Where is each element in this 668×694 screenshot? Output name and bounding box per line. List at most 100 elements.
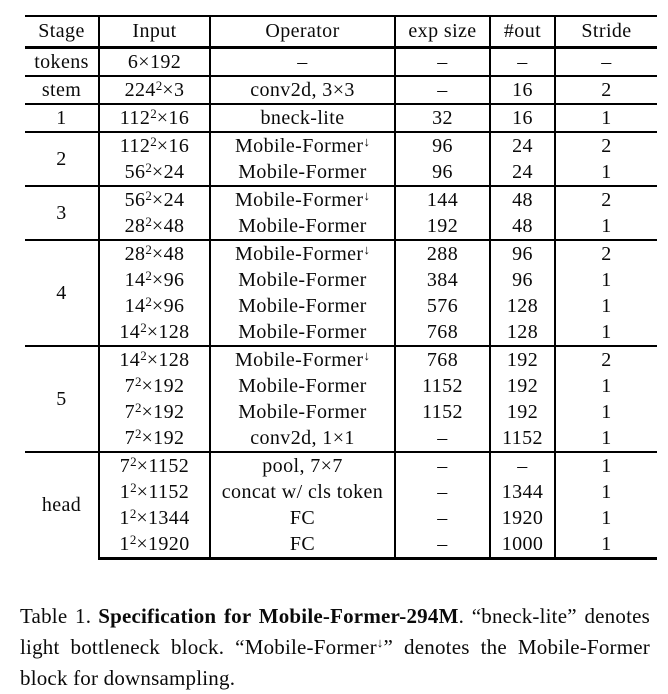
caption-label: Table 1. (20, 604, 92, 628)
stride-cell: – (554, 46, 657, 76)
stride-cell: 1 (554, 293, 657, 319)
out-cell: – (489, 451, 555, 479)
operator-text: FC (289, 506, 316, 529)
stride-cell: 2 (554, 75, 657, 104)
header-exp-size: exp size (394, 15, 490, 49)
stride-cell: 1 (554, 425, 657, 452)
table-row: 142×128 Mobile-Former 768 128 1 (25, 319, 657, 346)
input-cell: 142×96 (98, 267, 210, 293)
exp-size-cell: 144 (394, 185, 490, 213)
table-row: 2 1122×16 Mobile-Former↓ 96 24 2 (25, 131, 657, 186)
input-rest: ×48 (151, 214, 185, 237)
input-rest: ×24 (151, 160, 185, 183)
table-row: 72×192 conv2d, 1×1 – 1152 1 (25, 425, 657, 452)
input-base: 14 (124, 294, 146, 317)
exp-size-cell: 32 (394, 103, 490, 132)
operator-cell: pool, 7×7 (209, 451, 395, 479)
operator-cell: concat w/ cls token (209, 479, 395, 505)
table-row: 4 282×48 Mobile-Former↓ 288 96 2 (25, 239, 657, 346)
exp-size-cell: – (394, 505, 490, 531)
out-cell: 96 (489, 267, 555, 293)
table-row: 1 1122×16 bneck-lite 32 16 1 (25, 103, 657, 132)
stage-cell: 5 (25, 345, 99, 452)
out-cell: 128 (489, 319, 555, 346)
stride-cell: 1 (554, 319, 657, 346)
table-row: 142×96 Mobile-Former 384 96 1 (25, 267, 657, 293)
table-row: head 72×1152 pool, 7×7 – – 1 (25, 451, 657, 559)
input-base: 112 (119, 106, 151, 129)
input-cell: 1122×16 (98, 131, 210, 159)
input-superscript: 2 (135, 399, 142, 415)
caption-text-mid: . “bneck-lite” denotes light bottleneck … (20, 604, 650, 659)
operator-downarrow-icon: ↓ (363, 187, 371, 203)
operator-cell: Mobile-Former↓ (209, 239, 395, 267)
input-rest: ×96 (151, 294, 185, 317)
out-cell: 24 (489, 131, 555, 159)
operator-cell: Mobile-Former (209, 159, 395, 186)
input-cell: 562×24 (98, 159, 210, 186)
exp-size-cell: – (394, 479, 490, 505)
operator-cell: FC (209, 505, 395, 531)
out-cell: 1000 (489, 531, 555, 560)
input-superscript: 2 (145, 293, 152, 309)
operator-cell: Mobile-Former↓ (209, 185, 395, 213)
operator-cell: Mobile-Former (209, 213, 395, 240)
exp-size-cell: 768 (394, 319, 490, 346)
operator-cell: Mobile-Former (209, 373, 395, 399)
input-cell: 142×96 (98, 293, 210, 319)
out-cell: 48 (489, 213, 555, 240)
exp-size-cell: 768 (394, 345, 490, 373)
out-cell: 128 (489, 293, 555, 319)
input-cell: 6×192 (98, 46, 210, 76)
exp-size-cell: – (394, 451, 490, 479)
input-base: 28 (124, 242, 146, 265)
input-base: 224 (124, 78, 156, 101)
input-rest: ×16 (156, 134, 190, 157)
input-base: 7 (124, 374, 135, 397)
out-cell: 1344 (489, 479, 555, 505)
table-row: tokens 6×192 – – – – (25, 46, 657, 76)
stage-cell: 4 (25, 239, 99, 346)
stride-cell: 1 (554, 505, 657, 531)
table-row: 72×192 Mobile-Former 1152 192 1 (25, 399, 657, 425)
input-superscript: 2 (145, 187, 152, 203)
operator-cell: Mobile-Former (209, 399, 395, 425)
input-rest: ×3 (162, 78, 185, 101)
stride-cell: 2 (554, 185, 657, 213)
input-base: 28 (124, 214, 146, 237)
stride-cell: 2 (554, 345, 657, 373)
out-cell: 16 (489, 103, 555, 132)
operator-cell: bneck-lite (209, 103, 395, 132)
out-cell: 24 (489, 159, 555, 186)
stride-cell: 1 (554, 531, 657, 560)
stride-cell: 1 (554, 373, 657, 399)
input-base: 14 (124, 268, 146, 291)
stride-cell: 1 (554, 267, 657, 293)
operator-text: bneck-lite (260, 106, 345, 129)
input-superscript: 2 (155, 77, 163, 93)
stride-cell: 1 (554, 479, 657, 505)
exp-size-cell: – (394, 425, 490, 452)
stride-cell: 1 (554, 159, 657, 186)
table-body: tokens 6×192 – – – – stem 2242×3 conv2d,… (25, 46, 657, 560)
input-superscript: 2 (140, 347, 147, 363)
operator-text: Mobile-Former (234, 188, 364, 211)
operator-text: Mobile-Former (238, 294, 367, 317)
exp-size-cell: 96 (394, 159, 490, 186)
input-cell: 142×128 (98, 319, 210, 346)
header-row: Stage Input Operator exp size #out Strid… (25, 15, 657, 49)
operator-cell: – (209, 46, 395, 76)
input-superscript: 2 (135, 425, 142, 441)
input-rest: ×192 (141, 400, 185, 423)
input-base: 14 (119, 348, 141, 371)
input-cell: 12×1920 (98, 531, 210, 560)
input-superscript: 2 (150, 105, 157, 121)
input-superscript: 2 (145, 213, 152, 229)
stride-cell: 1 (554, 399, 657, 425)
caption-downarrow: ↓ (376, 635, 384, 650)
input-base: 56 (124, 160, 146, 183)
input-cell: 282×48 (98, 239, 210, 267)
input-base: 7 (124, 400, 135, 423)
input-cell: 72×1152 (98, 451, 210, 479)
